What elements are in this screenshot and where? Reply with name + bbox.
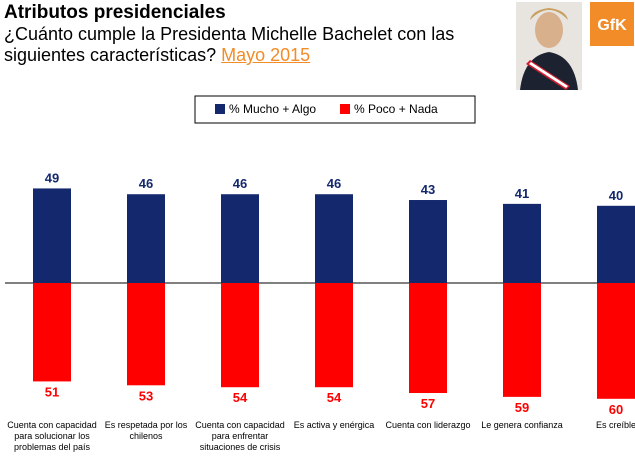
value-label: 51 bbox=[45, 384, 59, 399]
value-label: 43 bbox=[421, 182, 435, 197]
category-label: Es activa y enérgica bbox=[293, 420, 375, 430]
legend-label: % Mucho + Algo bbox=[229, 102, 316, 116]
value-label: 53 bbox=[139, 388, 153, 403]
bar bbox=[315, 283, 353, 388]
bar bbox=[503, 283, 541, 397]
legend-swatch bbox=[215, 104, 225, 114]
category-label: Le genera confianza bbox=[481, 420, 563, 430]
value-label: 46 bbox=[139, 176, 153, 191]
bar bbox=[409, 283, 447, 394]
legend-label: % Poco + Nada bbox=[354, 102, 438, 116]
value-label: 54 bbox=[327, 390, 342, 405]
category-label: Cuenta con capacidad para solucionar los… bbox=[7, 420, 97, 452]
bar bbox=[33, 283, 71, 382]
legend bbox=[194, 95, 476, 124]
category-label: Cuenta con liderazgo bbox=[385, 420, 471, 430]
bar bbox=[221, 194, 259, 283]
value-label: 59 bbox=[515, 400, 529, 415]
bar bbox=[315, 194, 353, 283]
bar bbox=[33, 188, 71, 283]
value-label: 46 bbox=[327, 176, 341, 191]
chart-subtitle: ¿Cuánto cumple la Presidenta Michelle Ba… bbox=[4, 24, 504, 66]
chart-title: Atributos presidenciales bbox=[4, 2, 226, 23]
bar bbox=[221, 283, 259, 388]
value-label: 60 bbox=[609, 402, 623, 417]
photo bbox=[516, 2, 582, 90]
value-label: 49 bbox=[45, 170, 59, 185]
bar bbox=[597, 283, 635, 399]
legend-swatch bbox=[340, 104, 350, 114]
value-label: 57 bbox=[421, 396, 435, 411]
logo: GfK bbox=[597, 17, 627, 34]
bar bbox=[127, 283, 165, 386]
bar bbox=[597, 205, 635, 283]
subtitle-text: ¿Cuánto cumple la Presidenta Michelle Ba… bbox=[4, 24, 455, 65]
date-label: Mayo 2015 bbox=[221, 45, 311, 65]
category-label: Cuenta con capacidad para enfrentar situ… bbox=[195, 420, 285, 452]
value-label: 41 bbox=[515, 186, 529, 201]
value-label: 46 bbox=[233, 176, 247, 191]
value-label: 54 bbox=[233, 390, 248, 405]
bar bbox=[503, 203, 541, 283]
bar bbox=[127, 194, 165, 283]
value-label: 40 bbox=[609, 188, 623, 203]
category-label: Es respetada por los chilenos bbox=[104, 420, 188, 441]
category-label: Es creíble bbox=[595, 420, 635, 430]
bar bbox=[409, 200, 447, 283]
logo-box bbox=[590, 2, 634, 46]
